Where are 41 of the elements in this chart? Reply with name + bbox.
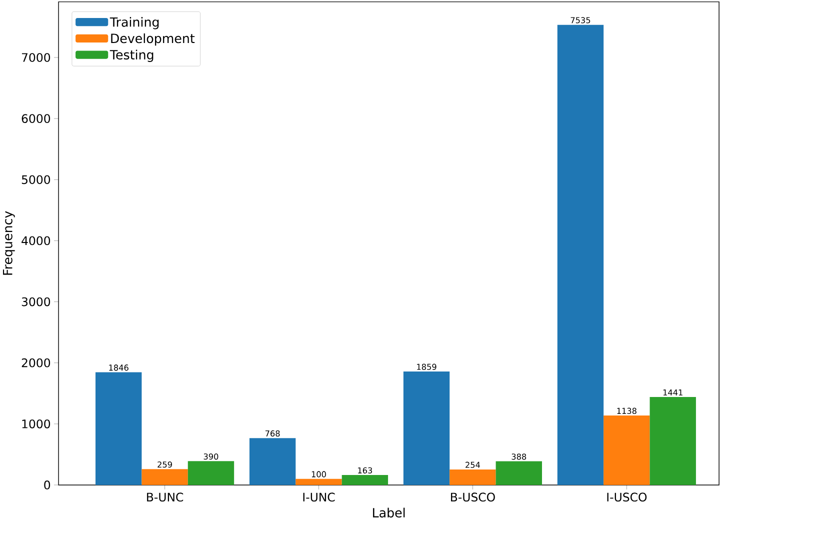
- data-label: 1138: [617, 408, 636, 414]
- y-axis-title: Frequency: [3, 211, 15, 275]
- data-label: 390: [204, 453, 218, 460]
- data-label: 388: [512, 454, 526, 460]
- bar: [650, 396, 696, 485]
- data-label: 7535: [570, 17, 590, 24]
- bar: [450, 469, 496, 485]
- bar: [188, 461, 234, 485]
- x-tick-label: B-USCO: [451, 492, 495, 502]
- bar: [249, 438, 296, 485]
- legend-label: Testing: [110, 50, 154, 62]
- data-label: 254: [466, 462, 480, 468]
- data-label: 100: [312, 471, 326, 478]
- legend-label: Training: [110, 17, 159, 30]
- legend-label: Development: [111, 33, 195, 46]
- y-tick-label: 2000: [22, 358, 50, 368]
- y-tick-label: 7000: [22, 53, 50, 62]
- bar: [96, 372, 142, 485]
- data-label: 259: [158, 461, 172, 468]
- x-tick-label: I-USCO: [607, 492, 647, 502]
- x-tick-label: I-UNC: [303, 492, 335, 502]
- bar: [604, 415, 650, 485]
- data-label: 1846: [109, 364, 128, 371]
- bar: [403, 371, 450, 485]
- bar: [142, 469, 188, 485]
- x-tick-label: B-UNC: [147, 492, 184, 502]
- bar: [342, 475, 388, 485]
- data-label: 163: [358, 467, 372, 474]
- bar: [496, 461, 542, 485]
- data-label: 1441: [663, 390, 682, 396]
- y-tick-label: 5000: [22, 175, 50, 184]
- data-label: 1859: [417, 364, 436, 370]
- bar: [296, 478, 342, 485]
- data-label: 768: [265, 430, 280, 437]
- y-tick-label: 6000: [22, 114, 50, 124]
- y-tick-label: 0: [44, 480, 50, 490]
- x-axis-title: Label: [373, 508, 405, 518]
- y-tick-label: 3000: [22, 297, 50, 306]
- bar: [557, 24, 604, 485]
- y-tick-label: 4000: [22, 236, 50, 246]
- y-tick-label: 1000: [22, 419, 50, 428]
